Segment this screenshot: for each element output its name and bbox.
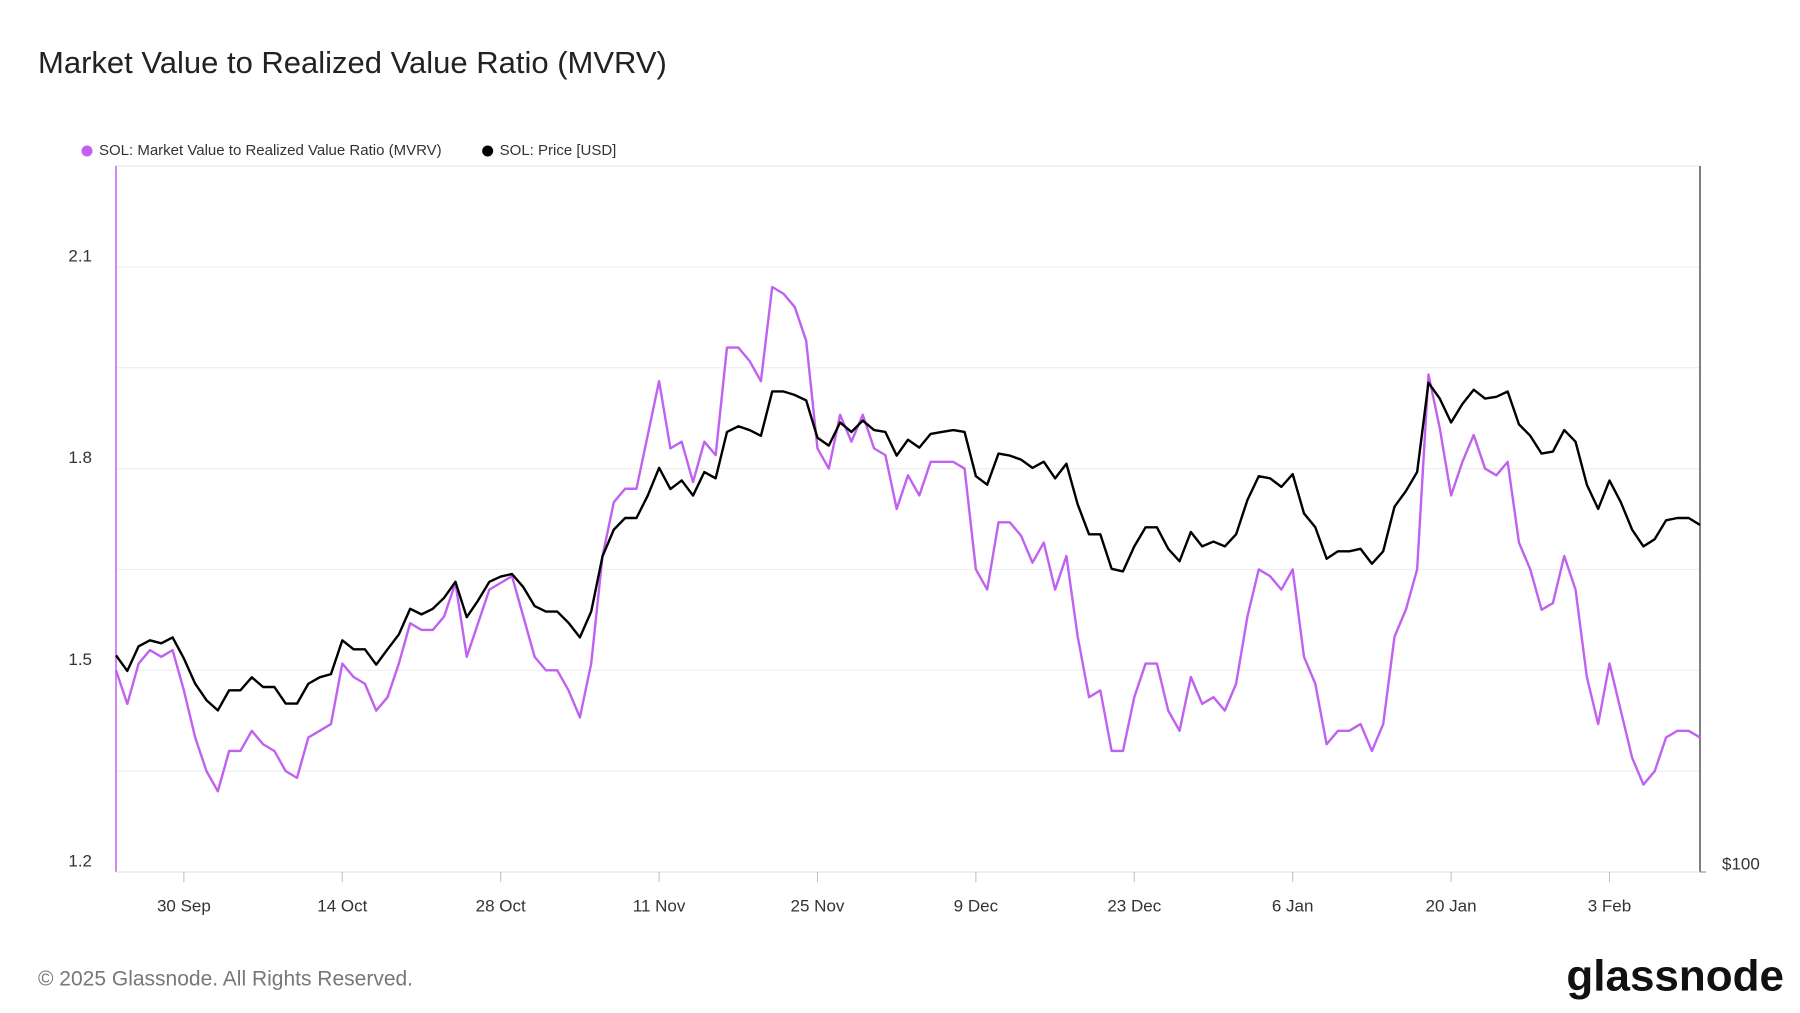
x-tick-label: 6 Jan: [1272, 896, 1314, 915]
x-tick-label: 30 Sep: [157, 896, 211, 915]
chart-title: Market Value to Realized Value Ratio (MV…: [38, 45, 667, 80]
legend-marker: [81, 145, 93, 157]
x-tick-label: 14 Oct: [317, 896, 367, 915]
series-line: [115, 381, 1701, 712]
y-tick-label: 1.5: [68, 650, 92, 669]
x-tick-label: 25 Nov: [791, 896, 845, 915]
legend-label: SOL: Price [USD]: [500, 142, 617, 159]
y2-tick-label: $100: [1722, 854, 1760, 873]
y-tick-label: 2.1: [68, 246, 92, 265]
legend-marker: [482, 145, 494, 157]
x-tick-label: 28 Oct: [476, 896, 526, 915]
plot-frame: [115, 165, 1701, 873]
x-tick-label: 23 Dec: [1107, 896, 1161, 915]
y-tick-label: 1.2: [68, 851, 92, 870]
x-tick-label: 20 Jan: [1426, 896, 1477, 915]
series-line: [114, 285, 1701, 793]
x-tick-label: 3 Feb: [1588, 896, 1631, 915]
copyright: © 2025 Glassnode. All Rights Reserved.: [38, 968, 413, 991]
x-tick-label: 11 Nov: [633, 896, 686, 915]
y-tick-label: 1.8: [68, 448, 92, 467]
x-tick-label: 9 Dec: [954, 896, 999, 915]
legend-label: SOL: Market Value to Realized Value Rati…: [99, 142, 442, 159]
brand-logo: glassnode: [1566, 952, 1784, 1001]
